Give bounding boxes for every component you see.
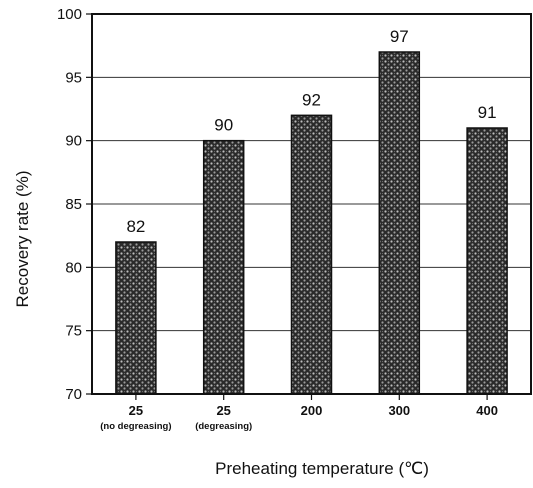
x-tick-label: 300	[388, 403, 410, 418]
y-tick-label: 80	[65, 259, 82, 276]
x-tick-label: 400	[476, 403, 498, 418]
data-label: 97	[390, 27, 409, 46]
data-label: 92	[302, 90, 321, 109]
data-label: 82	[126, 217, 145, 236]
y-tick-label: 100	[57, 6, 82, 23]
x-tick-sublabel: (no degreasing)	[100, 421, 171, 432]
y-tick-label: 85	[65, 196, 82, 213]
x-axis-title: Preheating temperature (℃)	[215, 459, 429, 478]
data-labels: 82 90 92 97 91	[126, 27, 496, 236]
data-label: 90	[214, 116, 233, 135]
x-tick-sublabel: (degreasing)	[195, 421, 252, 432]
bar	[378, 51, 421, 395]
x-tick-label: 25	[216, 403, 230, 418]
bar	[202, 139, 245, 395]
y-tick-label: 75	[65, 323, 82, 340]
data-label: 91	[478, 103, 497, 122]
x-tick-label: 25	[129, 403, 143, 418]
y-tick-label: 70	[65, 386, 82, 403]
bar	[115, 241, 157, 395]
x-axis-categories: 25 (no degreasing) 25 (degreasing) 200 300 400	[100, 394, 498, 432]
x-tick-label: 200	[301, 403, 323, 418]
y-axis-title: Recovery rate (%)	[13, 171, 32, 308]
bar	[290, 114, 333, 395]
y-axis-ticks: 70 75 80 85 90 95 100	[57, 6, 92, 403]
y-tick-label: 95	[65, 69, 82, 86]
y-tick-label: 90	[65, 133, 82, 150]
bars	[115, 51, 508, 395]
bar	[466, 127, 508, 395]
